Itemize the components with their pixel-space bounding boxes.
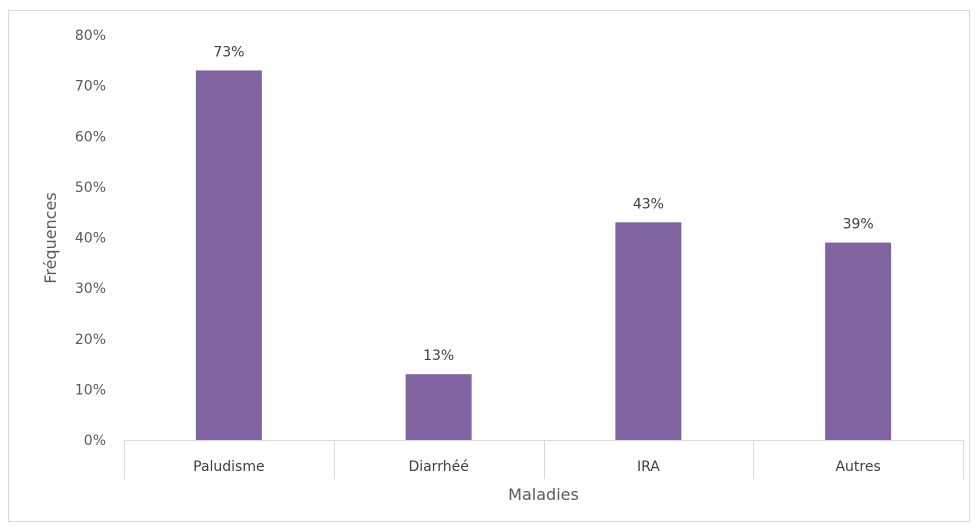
category-label: IRA	[637, 459, 660, 475]
category-label: Autres	[835, 459, 880, 475]
x-axis-title: Maladies	[508, 485, 579, 504]
category-label: Diarrhéé	[408, 459, 468, 475]
data-label: 43%	[633, 196, 664, 212]
y-tick-label: 10%	[75, 382, 106, 398]
y-tick-label: 50%	[75, 180, 106, 196]
y-tick-label: 20%	[75, 332, 106, 348]
y-tick-label: 40%	[75, 231, 106, 247]
data-label: 73%	[213, 44, 244, 60]
category-separators	[124, 440, 964, 479]
category-labels: Paludisme Diarrhéé IRA Autres	[193, 459, 881, 475]
bar-ira	[615, 222, 682, 440]
data-labels: 73% 13% 43% 39%	[213, 44, 873, 364]
bar-autres	[825, 242, 892, 440]
chart-frame	[8, 10, 970, 522]
bars	[195, 70, 892, 440]
category-label: Paludisme	[193, 459, 264, 475]
y-axis-ticks: 0% 10% 20% 30% 40% 50% 60% 70% 80%	[75, 28, 106, 449]
y-tick-label: 80%	[75, 28, 106, 44]
y-tick-label: 60%	[75, 129, 106, 145]
data-label: 39%	[843, 217, 874, 233]
y-axis-title: Fréquences	[41, 192, 60, 283]
bar-paludisme	[195, 70, 262, 440]
data-label: 13%	[423, 348, 454, 364]
bar-diarrhéé	[405, 374, 472, 440]
y-tick-label: 70%	[75, 79, 106, 95]
y-tick-label: 0%	[84, 433, 106, 449]
y-tick-label: 30%	[75, 281, 106, 297]
